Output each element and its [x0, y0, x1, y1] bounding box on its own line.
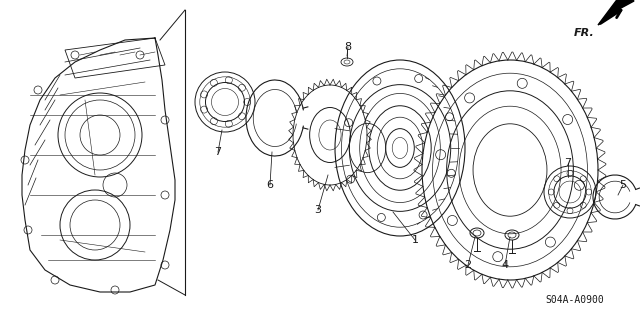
Text: 1: 1: [412, 235, 419, 245]
Text: 3: 3: [314, 205, 321, 215]
Text: 8: 8: [344, 42, 351, 52]
Polygon shape: [22, 38, 175, 292]
Text: S04A-A0900: S04A-A0900: [546, 295, 604, 305]
Text: 2: 2: [465, 260, 472, 270]
Polygon shape: [598, 0, 634, 25]
Text: 7: 7: [214, 147, 221, 157]
Text: 5: 5: [620, 180, 627, 190]
Text: 6: 6: [266, 180, 273, 190]
Text: 4: 4: [501, 260, 509, 270]
Text: 7: 7: [564, 158, 572, 168]
Text: FR.: FR.: [573, 28, 595, 38]
